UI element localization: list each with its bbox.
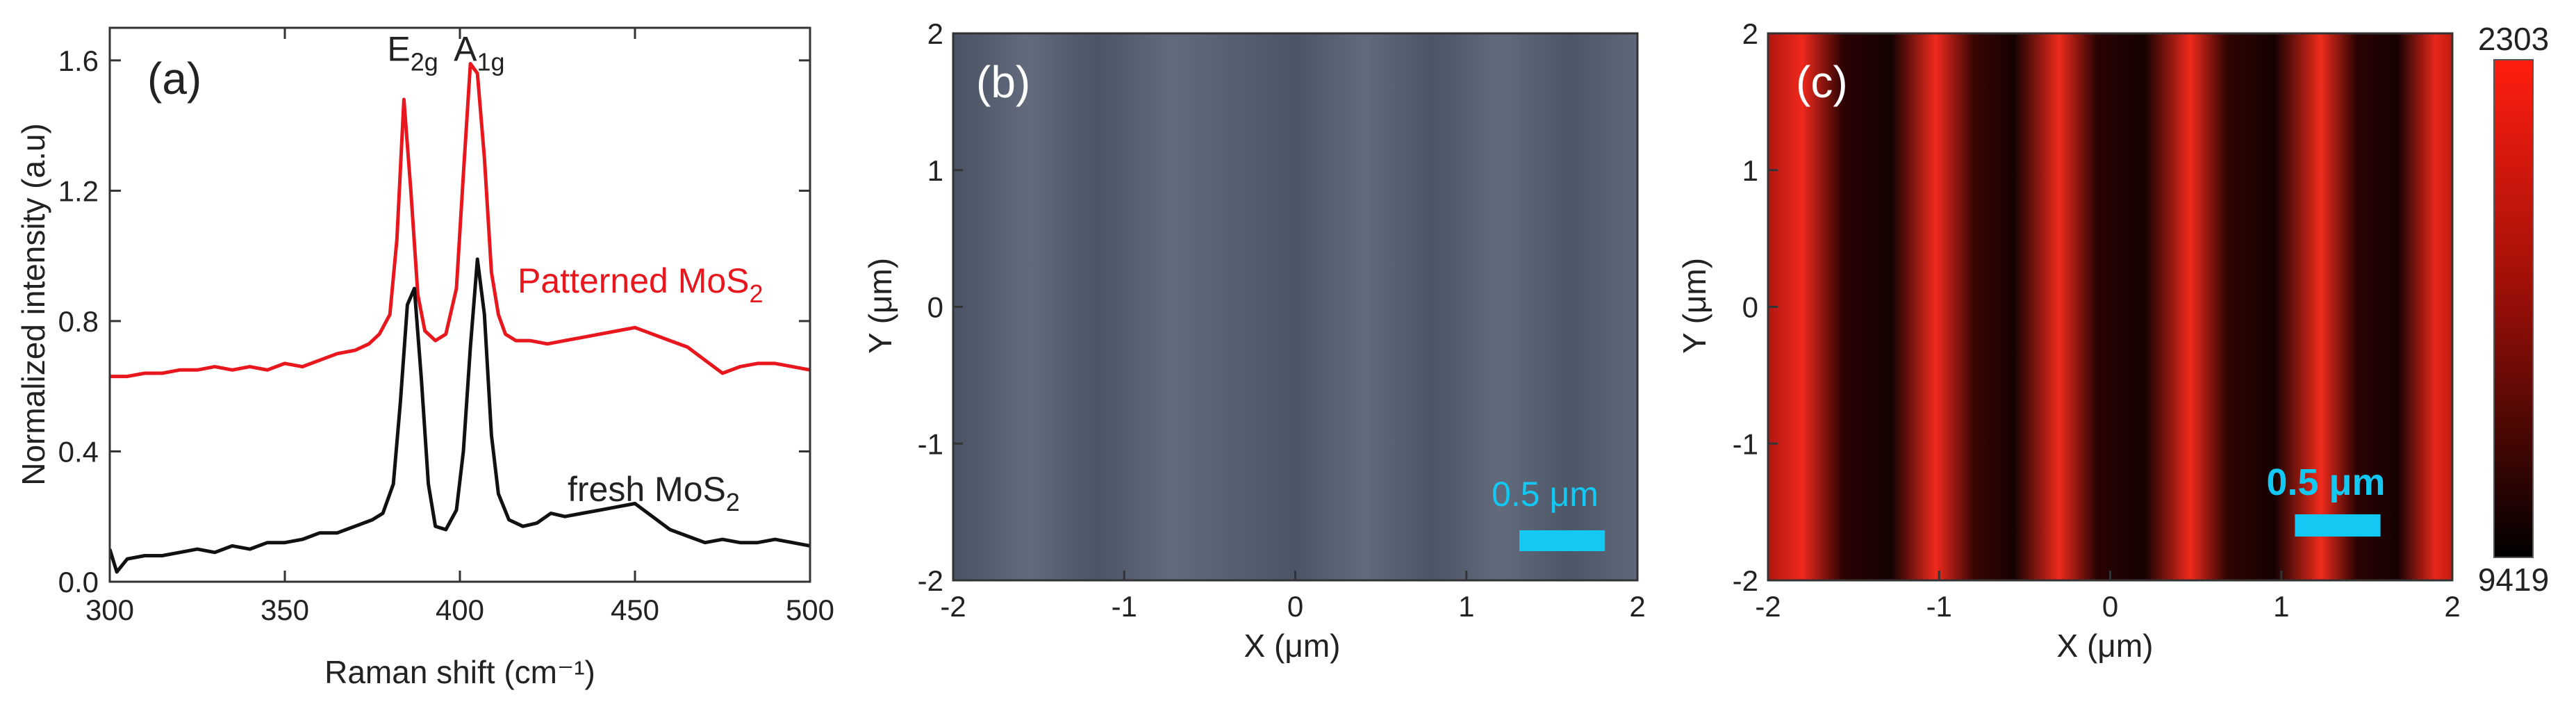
panel-a: 300 350 400 450 500 0.0 0.4 0.8 1.2 1.6 (a) Rama… [15,26,834,690]
panel-c-y-tick-labels: -2 -1 0 1 2 [1733,17,1758,597]
x-tick-label: -1 [1112,590,1137,623]
x-tick-label: 1 [2273,590,2289,623]
series-label-fresh-mos2: fresh MoS2 [568,470,740,516]
panel-b: -2 -1 0 1 2 -2 -1 0 1 2 (b) X (μm) Y (μm) 0.5 μm [862,17,1646,664]
panel-c-tag: (c) [1796,57,1848,107]
series-line-patterned-mos2 [110,62,810,379]
y-tick-label: 0.0 [58,566,99,598]
peak-label: E2g [387,30,438,76]
x-tick-label: -2 [940,590,966,623]
y-tick-label: -1 [1733,427,1758,460]
raman-map-c [1768,33,2452,580]
y-tick-label: 0.8 [58,305,99,338]
panel-a-plot [110,62,810,574]
x-tick-label: 0 [2102,590,2118,623]
x-tick-label: 2 [2444,590,2460,623]
y-tick-label: 1 [1742,154,1758,187]
x-tick-label: 500 [786,594,834,626]
y-tick-label: 0.4 [58,435,99,468]
x-axis-label-b: X (μm) [1244,628,1341,664]
colorbar-min-label: 9419 [2478,562,2549,598]
colorbar [2493,59,2534,558]
scale-bar-label-b: 0.5 μm [1492,475,1599,514]
x-axis-label-c: X (μm) [2057,628,2154,664]
y-axis-label: Normalized intensity (a.u) [15,123,51,486]
y-tick-label: 0 [927,291,943,324]
x-tick-label: -1 [1926,590,1952,623]
panel-b-x-tick-labels: -2 -1 0 1 2 [940,590,1645,623]
panel-b-tag: (b) [976,57,1030,107]
series-label-patterned-mos2: Patterned MoS2 [518,261,763,308]
y-tick-label: 1.6 [58,44,99,77]
panel-c-frame [1767,32,2454,582]
x-tick-label: 350 [261,594,309,626]
panel-a-frame [108,26,811,583]
panel-c: -2 -1 0 1 2 -2 -1 0 1 2 (c) X (μm) Y (μm) 0.5 μm… [1676,17,2549,664]
y-tick-label: -2 [1733,564,1758,597]
panel-c-x-tick-labels: -2 -1 0 1 2 [1755,590,2460,623]
colorbar-max-label: 2303 [2478,21,2549,57]
scale-bar-b [1519,530,1605,551]
panel-a-tag: (a) [147,54,201,104]
x-tick-label: 400 [436,594,484,626]
y-tick-label: 1 [927,154,943,187]
series-line-fresh-mos2 [110,257,810,574]
scale-bar-label-c: 0.5 μm [2266,461,2385,503]
x-tick-label: 450 [611,594,659,626]
y-axis-label-c: Y (μm) [1676,258,1712,354]
y-tick-label: 2 [927,17,943,50]
y-tick-label: 2 [1742,17,1758,50]
panel-a-y-tick-labels: 0.0 0.4 0.8 1.2 1.6 [58,44,99,598]
panel-b-frame [952,32,1639,582]
x-tick-label: 2 [1629,590,1645,623]
x-tick-label: 0 [1287,590,1303,623]
panel-a-x-tick-labels: 300 350 400 450 500 [85,594,834,626]
y-tick-label: -1 [918,427,943,460]
x-tick-label: 1 [1458,590,1474,623]
y-tick-label: 0 [1742,291,1758,324]
x-tick-label: -2 [1755,590,1781,623]
x-axis-label: Raman shift (cm⁻¹) [324,654,595,690]
y-axis-label-b: Y (μm) [862,258,898,354]
peak-annotations: E2g A1g [387,30,504,76]
panel-b-y-tick-labels: -2 -1 0 1 2 [918,17,943,597]
y-tick-label: -2 [918,564,943,597]
x-tick-label: 300 [85,594,134,626]
scale-bar-c [2295,514,2381,537]
y-tick-label: 1.2 [58,174,99,207]
peak-label: A1g [454,30,504,76]
optical-image-b [953,33,1637,580]
